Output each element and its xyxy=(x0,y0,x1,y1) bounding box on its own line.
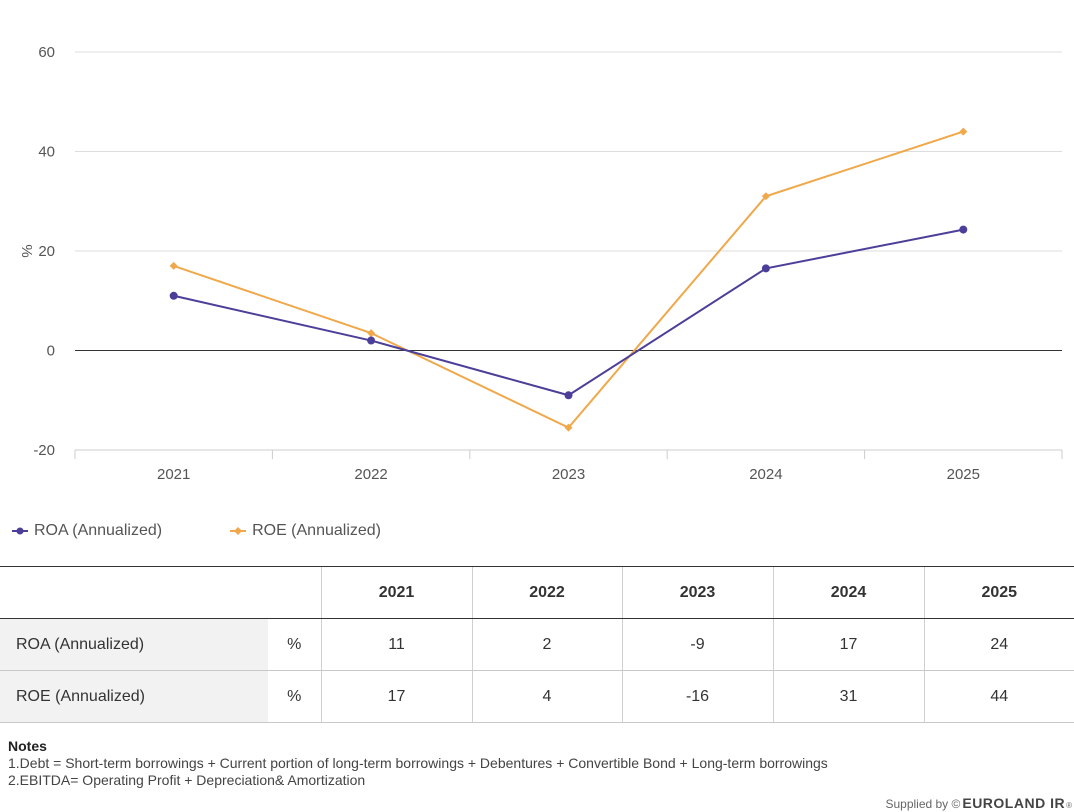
registered-mark: ® xyxy=(1066,801,1072,810)
table-header-row: 2021 2022 2023 2024 2025 xyxy=(0,566,1074,619)
data-point xyxy=(169,261,178,270)
data-table: 2021 2022 2023 2024 2025 ROA (Annualized… xyxy=(0,566,1074,723)
x-tick-label: 2022 xyxy=(354,466,387,483)
row-label: ROA (Annualized) xyxy=(0,618,268,671)
x-tick-label: 2023 xyxy=(552,466,585,483)
series-line xyxy=(173,130,964,429)
diamond-marker-icon xyxy=(230,527,247,535)
y-axis-ticks: -20 0 20 40 60 xyxy=(33,44,55,459)
table-row: ROE (Annualized) % 17 4 -16 31 44 xyxy=(0,670,1074,723)
table-cell: 17 xyxy=(320,670,472,723)
table-header-cell: 2025 xyxy=(923,566,1074,619)
table-cell: 4 xyxy=(471,670,622,723)
supplied-by-text: Supplied by © xyxy=(885,797,961,811)
y-tick-label: 0 xyxy=(47,343,55,360)
chart-legend: ROA (Annualized) ROE (Annualized) xyxy=(12,520,449,542)
table-header-cell: 2023 xyxy=(621,566,773,619)
data-point xyxy=(761,264,770,273)
series-lines xyxy=(169,127,968,432)
data-point xyxy=(761,192,770,201)
note-line: 2.EBITDA= Operating Profit + Depreciatio… xyxy=(8,772,366,788)
data-point xyxy=(564,423,573,432)
gridlines xyxy=(75,51,1062,351)
data-point xyxy=(959,225,968,234)
row-unit: % xyxy=(268,670,321,723)
table-cell: 24 xyxy=(923,618,1074,671)
x-axis-ticks: 2021 2022 2023 2024 2025 xyxy=(157,466,980,483)
row-unit: % xyxy=(268,618,321,671)
table-header-cell: 2021 xyxy=(320,566,472,619)
data-point xyxy=(959,127,968,136)
table-cell: -16 xyxy=(621,670,773,723)
y-tick-label: 40 xyxy=(38,144,55,161)
table-cell: 2 xyxy=(471,618,622,671)
supplied-by-footer: Supplied by © EUROLAND IR ® xyxy=(885,795,1072,811)
data-point xyxy=(169,291,178,300)
data-point xyxy=(367,329,376,338)
legend-label-roa: ROA (Annualized) xyxy=(34,522,163,539)
table-cell: 11 xyxy=(320,618,472,671)
y-tick-label: 60 xyxy=(38,44,55,61)
notes-title: Notes xyxy=(8,738,47,754)
y-tick-label: -20 xyxy=(33,442,55,459)
table-cell: 31 xyxy=(772,670,924,723)
table-cell: 44 xyxy=(923,670,1074,723)
y-axis-label: % xyxy=(18,244,35,257)
note-line: 1.Debt = Short-term borrowings + Current… xyxy=(8,755,828,771)
table-cell: 17 xyxy=(772,618,924,671)
table-row: ROA (Annualized) % 11 2 -9 17 24 xyxy=(0,618,1074,671)
euroland-logo: EUROLAND IR xyxy=(962,795,1066,811)
x-tick-label: 2024 xyxy=(749,466,782,483)
series-line xyxy=(173,228,964,397)
table-header-cell: 2022 xyxy=(471,566,622,619)
data-point xyxy=(367,336,376,345)
legend-label-roe: ROE (Annualized) xyxy=(252,522,382,539)
row-label: ROE (Annualized) xyxy=(0,670,268,723)
data-point xyxy=(564,391,573,400)
circle-marker-icon xyxy=(12,527,28,535)
legend-item-roe[interactable]: ROE (Annualized) xyxy=(230,522,381,540)
table-header-cell: 2024 xyxy=(772,566,924,619)
x-tick-label: 2021 xyxy=(157,466,190,483)
line-chart: -20 0 20 40 60 2021 2022 2023 2024 2025 % xyxy=(18,44,1063,483)
table-header-blank xyxy=(268,566,321,619)
legend-item-roa[interactable]: ROA (Annualized) xyxy=(12,522,162,540)
table-header-blank xyxy=(0,566,268,619)
x-axis xyxy=(74,449,1063,459)
y-tick-label: 20 xyxy=(38,243,55,260)
x-tick-label: 2025 xyxy=(947,466,980,483)
notes-section: Notes 1.Debt = Short-term borrowings + C… xyxy=(8,738,828,789)
table-cell: -9 xyxy=(621,618,773,671)
